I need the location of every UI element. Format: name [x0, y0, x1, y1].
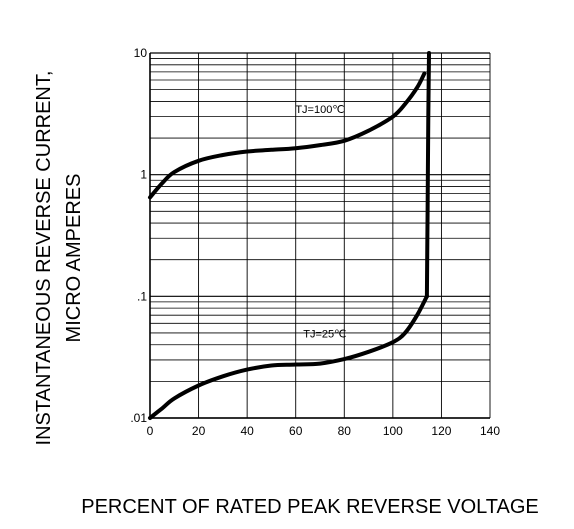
y-tick-label: 1: [140, 168, 147, 182]
x-axis-label: PERCENT OF RATED PEAK REVERSE VOLTAGE: [81, 496, 539, 518]
series-line-0: [148, 71, 427, 200]
x-tick-label: 60: [289, 424, 303, 438]
y-axis-label: INSTANTANEOUS REVERSE CURRENT, MICRO AMPE…: [33, 71, 85, 446]
x-tick-label: 40: [240, 424, 254, 438]
x-tick-label: 20: [192, 424, 206, 438]
y-tick-label: 10: [134, 46, 148, 60]
series-label: TJ=100℃: [295, 104, 344, 116]
series-line-2: [424, 51, 431, 299]
y-tick-label: .01: [130, 411, 147, 425]
labels: 0 20 40 60 80 100 120 140 .01 .1 1 10 TJ=100℃ TJ=25℃: [130, 46, 500, 438]
y-axis-label-line: MICRO AMPERES: [63, 174, 85, 343]
series-line-1: [148, 294, 429, 420]
x-tick-label: 0: [147, 424, 154, 438]
x-tick-label: 140: [480, 424, 500, 438]
x-tick-label: 100: [383, 424, 403, 438]
series-label: TJ=25℃: [303, 328, 346, 340]
y-tick-label: .1: [137, 289, 147, 303]
x-tick-label: 120: [431, 424, 451, 438]
x-tick-label: 80: [338, 424, 352, 438]
series-layer: [148, 51, 431, 420]
axes: [149, 53, 490, 419]
y-axis-label-line: INSTANTANEOUS REVERSE CURRENT,: [33, 71, 55, 446]
